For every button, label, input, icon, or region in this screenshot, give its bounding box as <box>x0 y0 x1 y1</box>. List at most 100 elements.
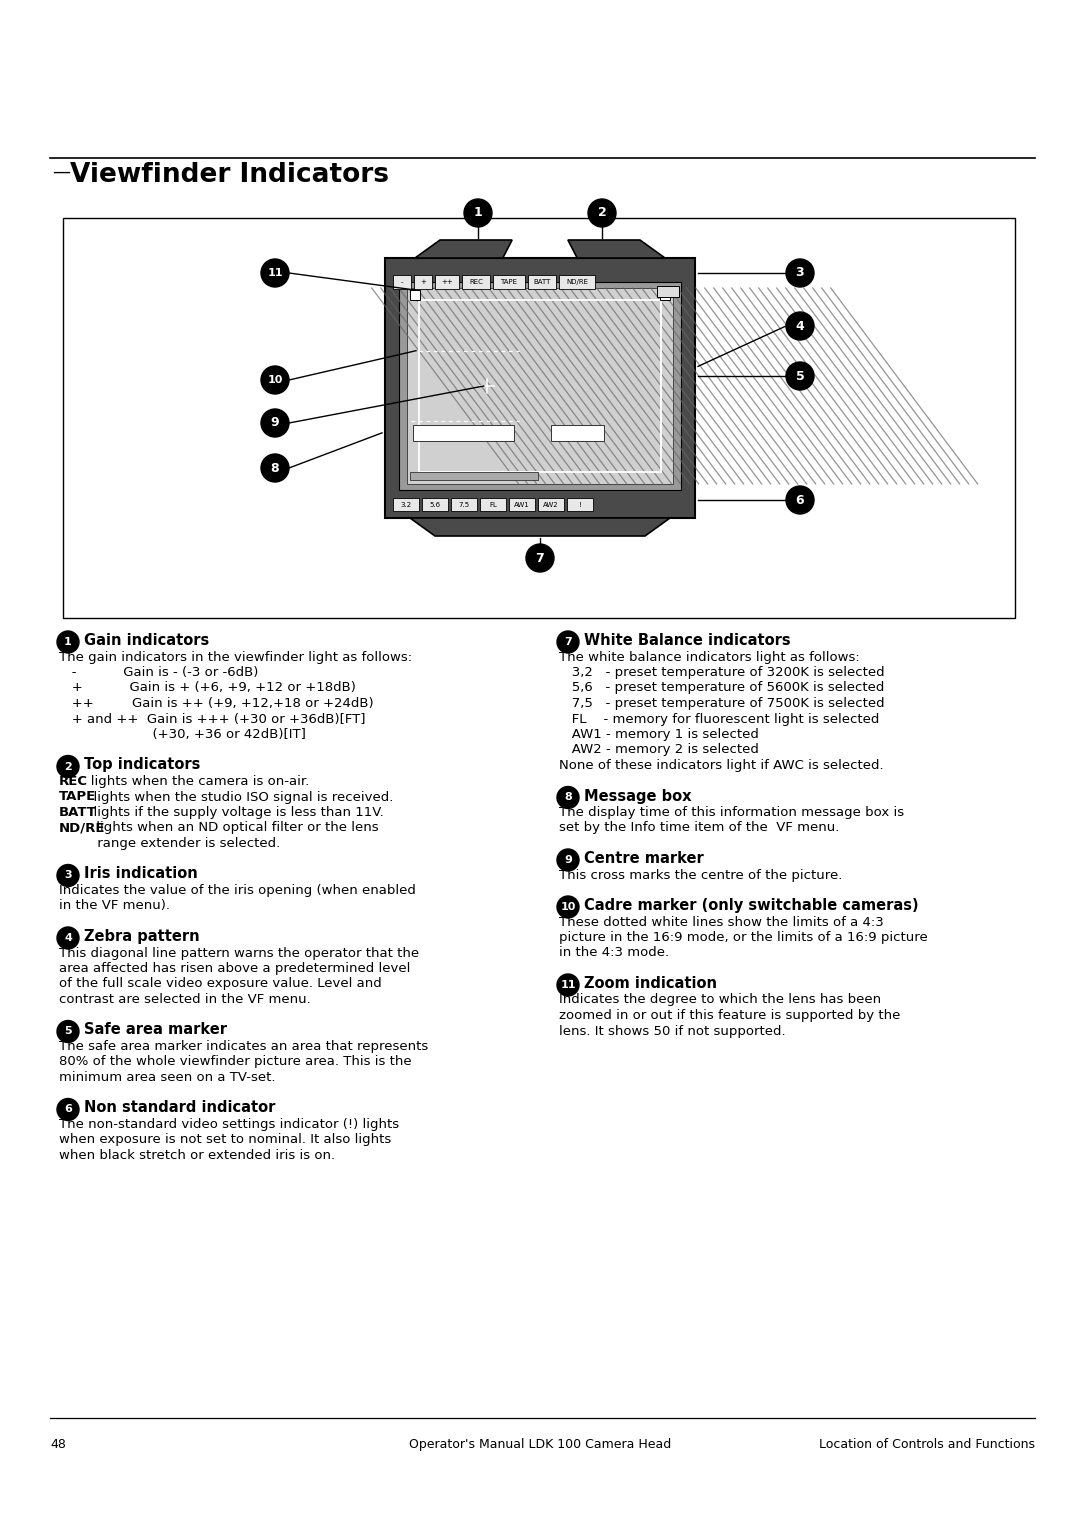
Text: The safe area marker indicates an area that represents: The safe area marker indicates an area t… <box>59 1041 429 1053</box>
Polygon shape <box>415 240 512 258</box>
Text: 3: 3 <box>796 266 805 280</box>
Text: 7.5: 7.5 <box>458 503 470 507</box>
Text: 11: 11 <box>561 979 576 990</box>
Text: -: - <box>401 280 403 286</box>
Text: Indicates the degree to which the lens has been: Indicates the degree to which the lens h… <box>559 993 881 1007</box>
Text: 3,2   - preset temperature of 3200K is selected: 3,2 - preset temperature of 3200K is sel… <box>559 666 885 678</box>
Bar <box>410 290 420 299</box>
Bar <box>528 275 556 289</box>
Text: The display time of this information message box is: The display time of this information mes… <box>559 805 904 819</box>
Text: zoomed in or out if this feature is supported by the: zoomed in or out if this feature is supp… <box>559 1008 901 1022</box>
Text: lights when the studio ISO signal is received.: lights when the studio ISO signal is rec… <box>85 790 393 804</box>
Text: 5,6   - preset temperature of 5600K is selected: 5,6 - preset temperature of 5600K is sel… <box>559 681 885 695</box>
Circle shape <box>464 199 492 228</box>
Circle shape <box>57 927 79 949</box>
Text: REC: REC <box>469 280 483 286</box>
Text: 5: 5 <box>64 1027 71 1036</box>
Text: White Balance indicators: White Balance indicators <box>584 633 791 648</box>
Text: 10: 10 <box>268 374 283 385</box>
Text: +           Gain is + (+6, +9, +12 or +18dB): + Gain is + (+6, +9, +12 or +18dB) <box>59 681 356 695</box>
Text: BATT: BATT <box>534 280 551 286</box>
Text: Centre marker: Centre marker <box>584 851 704 866</box>
Bar <box>559 275 595 289</box>
Bar <box>63 219 1015 617</box>
Circle shape <box>557 895 579 918</box>
Circle shape <box>557 631 579 652</box>
Bar <box>551 425 604 442</box>
Text: 1: 1 <box>64 637 72 646</box>
Text: in the 4:3 mode.: in the 4:3 mode. <box>559 946 670 960</box>
Text: Operator's Manual LDK 100 Camera Head: Operator's Manual LDK 100 Camera Head <box>409 1438 671 1452</box>
Text: contrast are selected in the VF menu.: contrast are selected in the VF menu. <box>59 993 311 1005</box>
Text: of the full scale video exposure value. Level and: of the full scale video exposure value. … <box>59 978 381 990</box>
Bar <box>660 290 670 299</box>
Circle shape <box>557 850 579 871</box>
Text: None of these indicators light if AWC is selected.: None of these indicators light if AWC is… <box>559 759 883 772</box>
Text: These dotted white lines show the limits of a 4:3: These dotted white lines show the limits… <box>559 915 883 929</box>
Text: The white balance indicators light as follows:: The white balance indicators light as fo… <box>559 651 860 663</box>
Text: BATT: BATT <box>59 805 97 819</box>
Text: (+30, +36 or 42dB)[IT]: (+30, +36 or 42dB)[IT] <box>59 727 306 741</box>
Text: when black stretch or extended iris is on.: when black stretch or extended iris is o… <box>59 1149 335 1161</box>
Text: !: ! <box>579 503 581 507</box>
Text: lights when an ND optical filter or the lens: lights when an ND optical filter or the … <box>92 822 378 834</box>
Circle shape <box>786 486 814 513</box>
Text: Top indicators: Top indicators <box>84 758 201 773</box>
Bar <box>509 498 535 510</box>
Text: 5.6: 5.6 <box>430 503 441 507</box>
Text: 3: 3 <box>64 871 71 880</box>
Circle shape <box>557 973 579 996</box>
Text: ++         Gain is ++ (+9, +12,+18 or +24dB): ++ Gain is ++ (+9, +12,+18 or +24dB) <box>59 697 374 711</box>
Bar <box>480 498 507 510</box>
Text: 9: 9 <box>271 417 280 429</box>
Text: Indicates the value of the iris opening (when enabled: Indicates the value of the iris opening … <box>59 885 416 897</box>
Polygon shape <box>568 240 665 258</box>
Text: Zoom indication: Zoom indication <box>584 976 717 992</box>
Bar <box>492 275 525 289</box>
Text: AW2 - memory 2 is selected: AW2 - memory 2 is selected <box>559 744 759 756</box>
Text: 3.2: 3.2 <box>401 503 411 507</box>
Text: AW1: AW1 <box>514 503 530 507</box>
Bar <box>414 275 432 289</box>
Text: 5: 5 <box>796 370 805 382</box>
Text: + and ++  Gain is +++ (+30 or +36dB)[FT]: + and ++ Gain is +++ (+30 or +36dB)[FT] <box>59 712 365 726</box>
Circle shape <box>261 260 289 287</box>
Text: 11: 11 <box>267 267 283 278</box>
Text: 6: 6 <box>64 1105 72 1114</box>
Text: area affected has risen above a predetermined level: area affected has risen above a predeter… <box>59 963 410 975</box>
Text: Iris indication: Iris indication <box>84 866 198 882</box>
Bar <box>657 286 679 296</box>
Bar <box>413 425 514 442</box>
Text: 8: 8 <box>564 793 572 802</box>
Text: 48: 48 <box>50 1438 66 1452</box>
Text: 7: 7 <box>564 637 572 646</box>
Circle shape <box>786 362 814 390</box>
Text: The gain indicators in the viewfinder light as follows:: The gain indicators in the viewfinder li… <box>59 651 413 663</box>
Text: 1: 1 <box>474 206 483 220</box>
Bar <box>399 283 681 490</box>
Polygon shape <box>410 518 670 536</box>
Circle shape <box>57 631 79 652</box>
Text: Gain indicators: Gain indicators <box>84 633 210 648</box>
Text: Safe area marker: Safe area marker <box>84 1022 227 1038</box>
Bar <box>451 498 477 510</box>
Text: 10: 10 <box>561 902 576 912</box>
Text: ++: ++ <box>441 280 453 286</box>
Text: when exposure is not set to nominal. It also lights: when exposure is not set to nominal. It … <box>59 1134 391 1146</box>
Bar <box>538 498 564 510</box>
Text: AW1 - memory 1 is selected: AW1 - memory 1 is selected <box>559 727 759 741</box>
Bar <box>407 287 673 484</box>
Text: range extender is selected.: range extender is selected. <box>59 837 280 850</box>
Text: FL    - memory for fluorescent light is selected: FL - memory for fluorescent light is sel… <box>559 712 879 726</box>
Text: 4: 4 <box>796 319 805 333</box>
Text: AW2: AW2 <box>543 503 558 507</box>
Text: 4: 4 <box>64 934 72 943</box>
Circle shape <box>526 544 554 571</box>
Text: Non standard indicator: Non standard indicator <box>84 1100 275 1115</box>
Text: 7: 7 <box>536 552 544 564</box>
Text: —: — <box>52 163 70 180</box>
Text: This cross marks the centre of the picture.: This cross marks the centre of the pictu… <box>559 868 842 882</box>
Circle shape <box>588 199 616 228</box>
Text: Location of Controls and Functions: Location of Controls and Functions <box>819 1438 1035 1452</box>
Text: picture in the 16:9 mode, or the limits of a 16:9 picture: picture in the 16:9 mode, or the limits … <box>559 931 928 944</box>
